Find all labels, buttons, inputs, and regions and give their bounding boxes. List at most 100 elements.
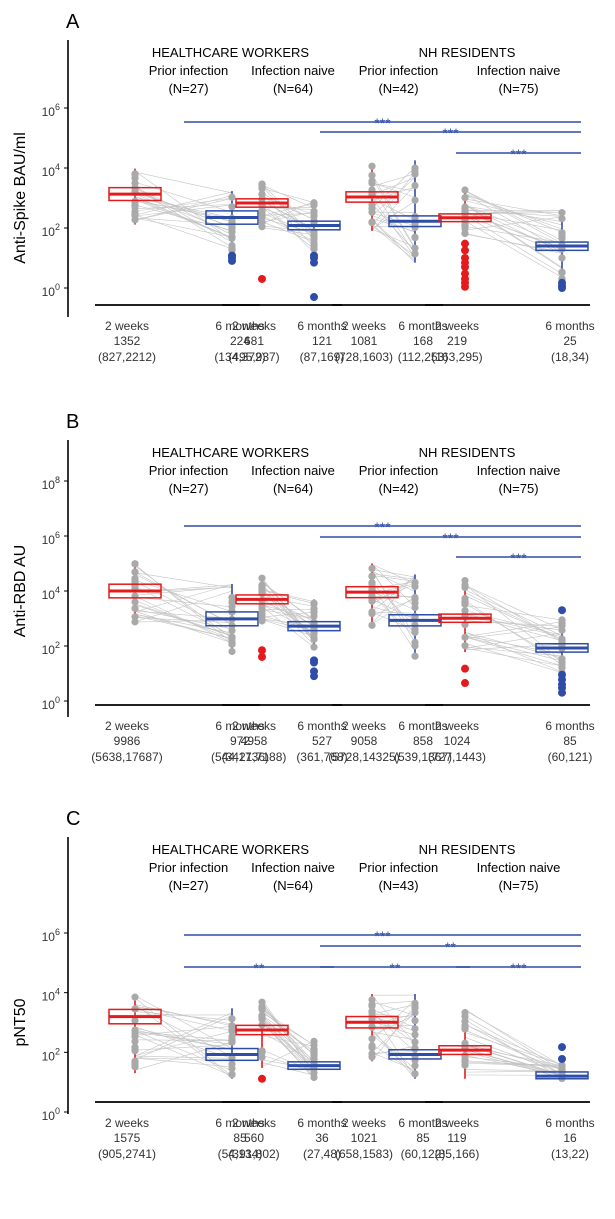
data-point — [461, 1061, 469, 1069]
data-point — [228, 626, 236, 635]
paired-line — [464, 595, 563, 641]
x-median-label: 1021 — [351, 1131, 378, 1145]
data-point — [461, 598, 469, 607]
outlier-point — [258, 646, 266, 655]
data-point — [228, 1032, 236, 1041]
paired-line — [464, 233, 563, 253]
paired-line — [464, 198, 563, 217]
paired-line — [371, 203, 416, 252]
data-point — [228, 1022, 236, 1030]
data-point — [411, 1070, 419, 1078]
subgroup-title: Infection naive — [477, 63, 561, 78]
x-median-label: 1575 — [114, 1131, 141, 1145]
x-iqr-label: (60,122) — [401, 1147, 446, 1161]
paired-line — [371, 173, 416, 187]
paired-line — [134, 573, 233, 624]
subgroup-title: Infection naive — [251, 63, 335, 78]
data-point — [368, 177, 376, 185]
data-point — [310, 233, 318, 241]
group-title: NH RESIDENTS — [419, 842, 516, 857]
paired-line — [371, 1013, 416, 1018]
x-category-label: 6 months — [545, 1116, 594, 1130]
data-point — [368, 1035, 376, 1043]
subgroup-n: (N=75) — [498, 878, 538, 893]
data-point — [368, 621, 376, 629]
paired-line — [464, 1029, 563, 1071]
subgroup-title: Prior infection — [149, 63, 228, 78]
paired-line — [261, 201, 315, 225]
x-category-label: 2 weeks — [435, 1116, 479, 1130]
subgroup-title: Prior infection — [359, 860, 438, 875]
subgroup-n: (N=75) — [498, 481, 538, 496]
paired-line — [464, 204, 563, 253]
data-point — [258, 574, 266, 582]
paired-line — [134, 1030, 233, 1071]
paired-line — [464, 204, 563, 245]
x-category-label: 2 weeks — [105, 1116, 149, 1130]
data-point — [228, 246, 236, 254]
paired-line — [134, 191, 233, 216]
group-title: HEALTHCARE WORKERS — [152, 445, 310, 460]
paired-line — [464, 1019, 563, 1079]
data-point — [258, 1004, 266, 1012]
paired-line — [134, 1039, 233, 1042]
paired-line — [261, 211, 315, 223]
x-iqr-label: (658,1583) — [335, 1147, 393, 1161]
data-point — [558, 635, 566, 643]
data-point — [258, 213, 266, 221]
x-iqr-label: (827,2212) — [98, 350, 156, 364]
paired-line — [464, 584, 563, 631]
paired-line — [134, 571, 233, 626]
data-point — [258, 604, 266, 612]
data-point — [558, 209, 566, 217]
paired-line — [464, 635, 563, 655]
x-median-label: 16 — [563, 1131, 577, 1145]
subgroup-title: Prior infection — [359, 63, 438, 78]
x-category-label: 2 weeks — [232, 719, 276, 733]
data-point — [310, 599, 318, 607]
paired-line — [371, 564, 416, 584]
paired-line — [134, 1012, 233, 1057]
paired-line — [261, 227, 315, 235]
paired-line — [134, 1044, 233, 1051]
data-point — [131, 170, 139, 179]
paired-line — [134, 214, 233, 250]
data-point — [461, 1024, 469, 1032]
paired-line — [134, 604, 233, 637]
panel-a: A 100 102 104 106 Anti-Spike BAU/ml HEALTHCARE… — [12, 11, 595, 364]
outlier-point — [310, 258, 318, 267]
data-point — [131, 598, 139, 606]
paired-line — [464, 1037, 563, 1074]
x-category-label: 6 months — [215, 719, 264, 733]
y-axis-label: Anti-RBD AU — [12, 545, 29, 637]
paired-line — [134, 197, 233, 238]
data-point — [411, 223, 419, 232]
x-category-label: 6 months — [545, 719, 594, 733]
x-category-label: 6 months — [215, 319, 264, 333]
y-tick-label: 100 — [42, 695, 60, 712]
outlier-point — [310, 293, 318, 302]
x-category-label: 6 months — [398, 319, 447, 333]
y-tick-label: 100 — [42, 1106, 60, 1123]
paired-line — [134, 204, 233, 209]
data-point — [411, 1038, 419, 1046]
subgroup-n: (N=64) — [273, 481, 313, 496]
paired-line — [371, 225, 416, 261]
x-iqr-label: (495,937) — [228, 350, 279, 364]
x-median-label: 85 — [416, 1131, 430, 1145]
x-category-label: 2 weeks — [342, 319, 386, 333]
x-iqr-label: (112,253) — [398, 350, 448, 364]
x-median-label: 168 — [413, 334, 433, 348]
data-point — [558, 229, 566, 237]
x-median-label: 119 — [447, 1131, 466, 1145]
x-median-label: 1024 — [444, 734, 471, 748]
data-point — [228, 640, 236, 648]
paired-line — [371, 182, 416, 198]
paired-line — [261, 999, 315, 1074]
data-point — [368, 1053, 376, 1061]
x-iqr-label: (391,802) — [228, 1147, 279, 1161]
subgroup-n: (N=64) — [273, 878, 313, 893]
paired-line — [134, 199, 233, 239]
paired-line — [261, 221, 315, 243]
